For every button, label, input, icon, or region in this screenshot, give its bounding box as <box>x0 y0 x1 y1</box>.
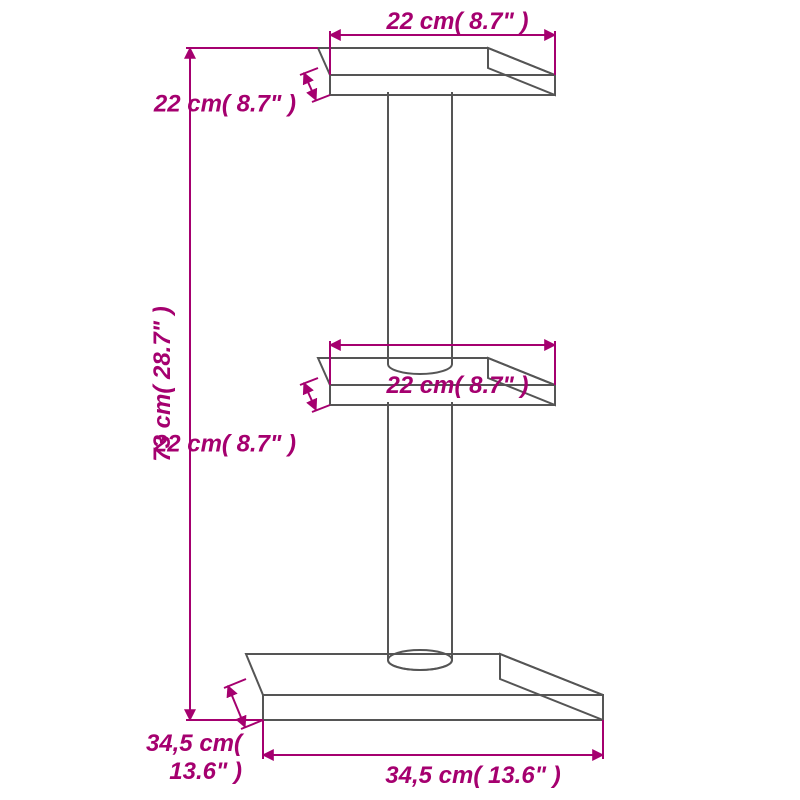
dim-top-width-label: 22 cm( 8.7" ) <box>385 8 528 35</box>
base-platform-side <box>500 654 603 720</box>
dim-mid-depth-ext-b <box>300 378 318 385</box>
dim-top-depth-label: 22 cm( 8.7" ) <box>153 91 296 118</box>
dim-top-depth-ext-b <box>300 68 318 75</box>
pole-upper <box>388 92 452 374</box>
dim-base-depth-label-2: 13.6" ) <box>169 758 242 785</box>
dim-base-depth-label-1: 34,5 cm( <box>146 730 245 757</box>
dim-top-depth-line <box>304 73 316 100</box>
top-platform-front <box>330 75 555 95</box>
dim-mid-width-label: 22 cm( 8.7" ) <box>385 372 528 399</box>
pole-lower <box>388 402 452 670</box>
dim-base-width-label: 34,5 cm( 13.6" ) <box>385 762 560 789</box>
dim-mid-depth-line <box>304 383 316 410</box>
top-platform-side <box>488 48 555 95</box>
dim-mid-depth-label: 22 cm( 8.7" ) <box>153 431 296 458</box>
